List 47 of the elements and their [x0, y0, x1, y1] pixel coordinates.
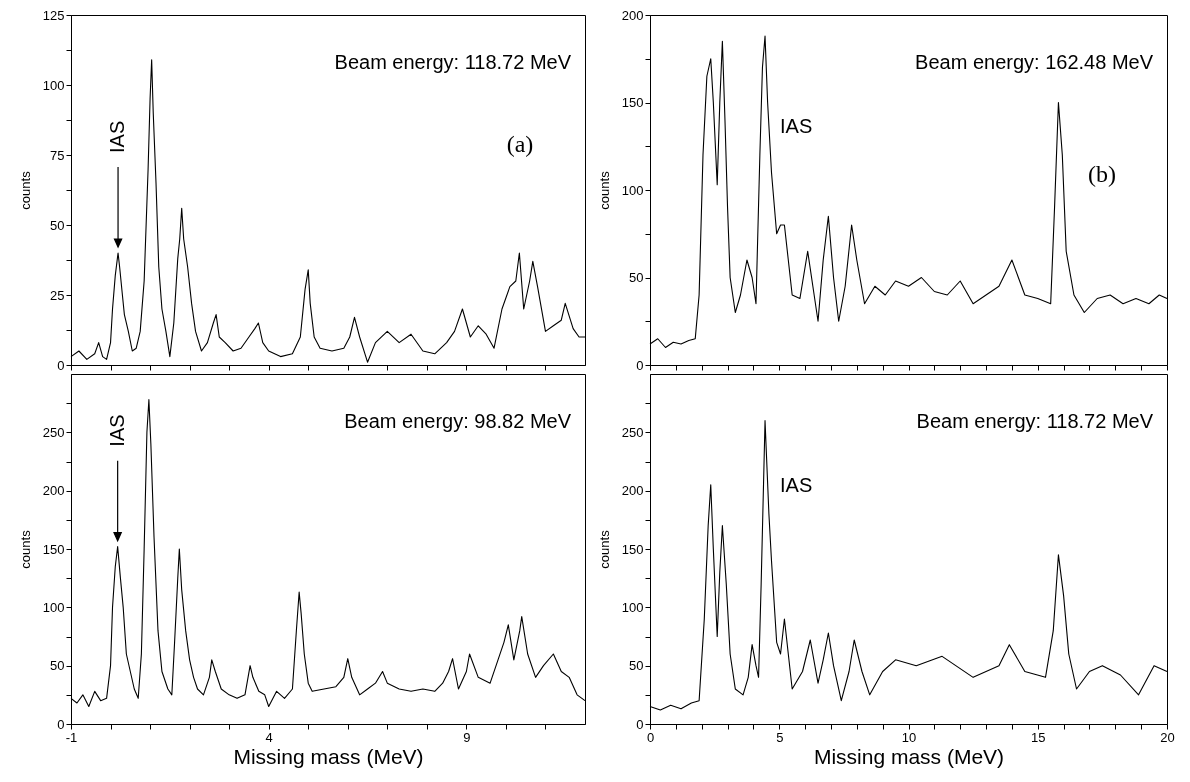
x-tick-label: 5	[776, 729, 784, 745]
y-tick-label: 0	[636, 357, 644, 373]
x-axis-title: Missing mass (MeV)	[813, 744, 1005, 768]
y-tick-label: 0	[636, 716, 644, 732]
y-tick-label: 200	[42, 483, 65, 499]
y-tick-label: 50	[629, 270, 644, 285]
x-tick-label: 10	[901, 729, 917, 745]
y-tick-label: 100	[621, 182, 644, 198]
x-tick-label: 4	[265, 729, 273, 745]
x-tick-label: 9	[463, 729, 471, 745]
x-tick-label: 0	[646, 729, 655, 745]
y-tick-label: 100	[621, 599, 644, 615]
y-tick-label: 50	[629, 658, 644, 674]
y-tick-label: 50	[50, 217, 65, 233]
y-axis-title: counts	[17, 529, 33, 569]
x-tick-label: 20	[1160, 729, 1175, 745]
y-tick-label: 250	[621, 424, 644, 440]
y-tick-label: 0	[57, 716, 65, 732]
annotation: IAS	[780, 115, 813, 137]
annotation: IAS	[106, 120, 129, 153]
y-tick-label: 150	[42, 541, 65, 557]
annotation: IAS	[105, 414, 128, 447]
annotation: Beam energy: 118.72 MeV	[916, 410, 1154, 432]
y-tick-label: 150	[621, 541, 644, 557]
annotation: Beam energy: 118.72 MeV	[334, 51, 572, 73]
y-axis-title: counts	[17, 170, 33, 210]
annotation: Beam energy: 162.48 MeV	[915, 51, 1154, 73]
annotation: IAS	[780, 474, 813, 496]
annotation: Beam energy: 98.82 MeV	[344, 410, 572, 432]
y-tick-label: 100	[42, 77, 65, 93]
y-tick-label: 200	[621, 483, 644, 499]
y-tick-label: 200	[621, 7, 644, 23]
x-tick-label: -1	[65, 729, 78, 745]
y-tick-label: 25	[50, 287, 65, 303]
y-tick-label: 75	[50, 147, 65, 163]
y-tick-label: 150	[621, 95, 644, 110]
y-axis-title: counts	[596, 170, 612, 210]
x-tick-label: 15	[1031, 729, 1046, 745]
y-tick-label: 250	[42, 424, 65, 440]
y-axis-title: counts	[596, 529, 612, 569]
y-tick-label: 50	[50, 658, 65, 674]
y-tick-label: 100	[42, 599, 65, 615]
y-tick-label: 125	[42, 7, 65, 23]
x-axis-title: Missing mass (MeV)	[233, 744, 424, 768]
y-tick-label: 0	[57, 357, 65, 373]
annotation: (a)	[506, 131, 534, 157]
annotation: (b)	[1088, 161, 1116, 187]
